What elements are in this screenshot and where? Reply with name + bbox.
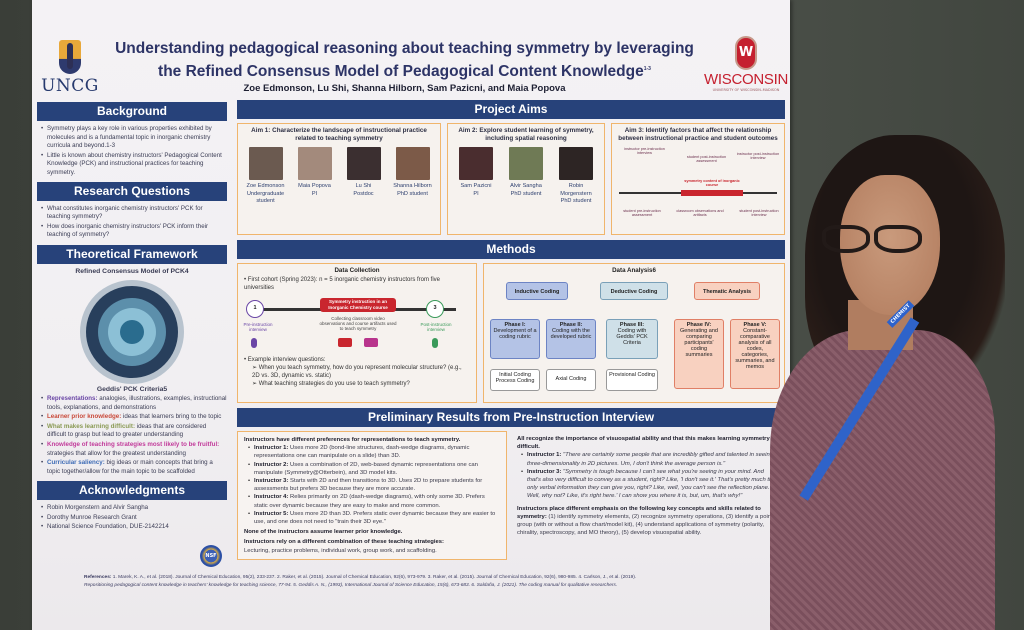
geddis-criteria-heading: Geddis' PCK Criteria5	[96, 385, 168, 393]
methods-heading: Methods	[237, 240, 785, 259]
phase-1-box: Phase I: Development of a coding rubric	[490, 319, 540, 359]
background-bullet: Symmetry plays a key role in various pro…	[41, 125, 227, 151]
aim-2-box: Aim 2: Explore student learning of symme…	[447, 123, 605, 235]
main-content: Project Aims Aim 1: Characterize the lan…	[237, 100, 785, 560]
uncg-logo: UNCG	[40, 40, 100, 96]
team-member: Sam Pazicni PI	[456, 147, 496, 206]
results-right-box: All recognize the importance of visuospa…	[511, 431, 785, 560]
team-member: Alvir Sangha PhD student	[506, 147, 546, 206]
instructor-finding: Instructor 1: Uses more 2D (bond-line st…	[248, 444, 500, 460]
cohort-text: • First cohort (Spring 2023): n = 5 inor…	[244, 277, 441, 291]
results-row: Instructors have different preferences f…	[237, 431, 785, 560]
nsf-logo-icon: NSF	[200, 545, 222, 567]
portrait-photo	[459, 147, 493, 180]
portrait-photo	[509, 147, 543, 180]
aim-2-title: Aim 2: Explore student learning of symme…	[458, 127, 594, 142]
team-member: Robin Morgenstern PhD student	[556, 147, 596, 206]
results-heading: Preliminary Results from Pre-Instruction…	[237, 408, 785, 427]
geddis-criteria-list: Representations: analogies, illustration…	[37, 395, 227, 476]
portrait-photo	[559, 147, 593, 180]
data-analysis-box: Data Analysis6 Inductive Coding Deductiv…	[483, 263, 785, 403]
thematic-analysis-box: Thematic Analysis	[694, 282, 760, 300]
criterion-teaching-strategies: Knowledge of teaching strategies most li…	[41, 441, 227, 458]
background-bullet: Little is known about chemistry instruct…	[41, 152, 227, 178]
team-member: Zoe Edmonson Undergraduate student	[246, 147, 286, 206]
glasses-icon	[814, 225, 929, 255]
team-member: Shanna Hilborn PhD student	[393, 147, 433, 206]
data-collection-timeline: 1 Symmetry instruction in an Inorganic C…	[238, 294, 476, 354]
phase-4-box: Phase IV: Generating and comparing partic…	[674, 319, 724, 389]
aim-3-title: Aim 3: Identify factors that affect the …	[618, 127, 778, 142]
wisconsin-crest-icon: W	[735, 36, 757, 70]
portrait-photo	[248, 147, 283, 180]
portrait-photo	[297, 147, 332, 180]
team-member: Lu Shi Postdoc	[344, 147, 384, 206]
phase-5-box: Phase V: Constant-comparative analysis of…	[730, 319, 780, 389]
portrait-photo	[346, 147, 381, 180]
instructor-finding: Instructor 2: Uses a combination of 2D, …	[248, 461, 500, 477]
left-column: Background Symmetry plays a key role in …	[37, 102, 227, 533]
criterion-representations: Representations: analogies, illustration…	[41, 395, 227, 412]
uncg-wordmark: UNCG	[41, 76, 99, 96]
wisconsin-logo: W WISCONSIN UNIVERSITY OF WISCONSIN–MADI…	[704, 36, 788, 92]
uncg-shield-icon	[59, 40, 81, 74]
research-question: How does inorganic chemistry instructors…	[41, 223, 227, 240]
data-collection-box: Data Collection • First cohort (Spring 2…	[237, 263, 477, 403]
rcm-subheading: Refined Consensus Model of PCK4	[75, 267, 189, 275]
research-question: What constitutes inorganic chemistry ins…	[41, 205, 227, 222]
instructor-quote: Instructor 3: "Symmetry is tough because…	[521, 468, 779, 501]
folder-icon	[364, 338, 378, 347]
poster-authors: Zoe Edmonson, Lu Shi, Shanna Hilborn, Sa…	[243, 83, 566, 94]
aim-3-timeline-diagram: instructor pre-instruction interview sym…	[615, 147, 781, 235]
background-list: Symmetry plays a key role in various pro…	[37, 125, 227, 178]
deductive-coding-box: Deductive Coding	[600, 282, 668, 300]
instructor-finding: Instructor 5: Uses more 2D than 3D. Pref…	[248, 510, 500, 526]
acknowledgments-list: Robin Morgenstern and Alvir Sangha Dorot…	[37, 504, 227, 532]
interview-questions: • Example interview questions: ➢ When yo…	[244, 357, 462, 387]
rcm-pck-diagram	[80, 279, 184, 384]
aims-row: Aim 1: Characterize the landscape of ins…	[237, 123, 785, 235]
criterion-curricular-saliency: Curricular saliency: big ideas or main c…	[41, 459, 227, 476]
provisional-coding-box: Provisional Coding	[606, 369, 658, 391]
microphone-icon	[251, 338, 257, 348]
acknowledgments-heading: Acknowledgments	[37, 481, 227, 501]
results-left-box: Instructors have different preferences f…	[237, 431, 507, 560]
instructor-quote: Instructor 1: "There are certainly some …	[521, 451, 779, 467]
research-poster: UNCG Understanding pedagogical reasoning…	[32, 0, 790, 630]
phase-3-box: Phase III: Coding with Geddis' PCK Criter…	[606, 319, 658, 359]
axial-coding-box: Axial Coding	[546, 369, 596, 391]
wisconsin-subtitle: UNIVERSITY OF WISCONSIN–MADISON	[712, 88, 780, 92]
criterion-learning-difficult: What makes learning difficult: ideas tha…	[41, 423, 227, 440]
portrait-photo	[395, 147, 430, 180]
methods-row: Data Collection • First cohort (Spring 2…	[237, 263, 785, 403]
background-heading: Background	[37, 102, 227, 121]
acknowledgment: National Science Foundation, DUE-2142214	[41, 523, 227, 532]
aim-1-box: Aim 1: Characterize the landscape of ins…	[237, 123, 441, 235]
aim-3-box: Aim 3: Identify factors that affect the …	[611, 123, 785, 235]
aim-1-title: Aim 1: Characterize the landscape of ins…	[251, 127, 427, 142]
references: References: 1. Marek, K. A., et al. (201…	[84, 575, 637, 588]
team-member: Maia Popova PI	[295, 147, 335, 206]
wisconsin-wordmark: WISCONSIN	[704, 71, 788, 88]
video-camera-icon	[338, 338, 352, 347]
theoretical-framework-heading: Theoretical Framework	[37, 244, 227, 264]
acknowledgment: Robin Morgenstern and Alvir Sangha	[41, 504, 227, 513]
presenter-photo: CHEMIST	[770, 130, 1024, 630]
microphone-icon	[432, 338, 438, 348]
acknowledgment: Dorothy Munroe Research Grant	[41, 514, 227, 523]
research-questions-list: What constitutes inorganic chemistry ins…	[37, 205, 227, 240]
criterion-prior-knowledge: Learner prior knowledge: ideas that lear…	[41, 413, 227, 422]
data-analysis-heading: Data Analysis6	[612, 267, 656, 274]
phase-2-box: Phase II: Coding with the developed rubri…	[546, 319, 596, 359]
instructor-finding: Instructor 3: Starts with 2D and then tr…	[248, 477, 500, 493]
data-collection-heading: Data Collection	[334, 267, 380, 274]
poster-title: Understanding pedagogical reasoning abou…	[115, 40, 694, 81]
instructor-finding: Instructor 4: Relies primarily on 2D (da…	[248, 493, 500, 509]
research-questions-heading: Research Questions	[37, 181, 227, 201]
project-aims-heading: Project Aims	[237, 100, 785, 119]
initial-coding-box: Initial Coding Process Coding	[490, 369, 540, 391]
inductive-coding-box: Inductive Coding	[506, 282, 568, 300]
